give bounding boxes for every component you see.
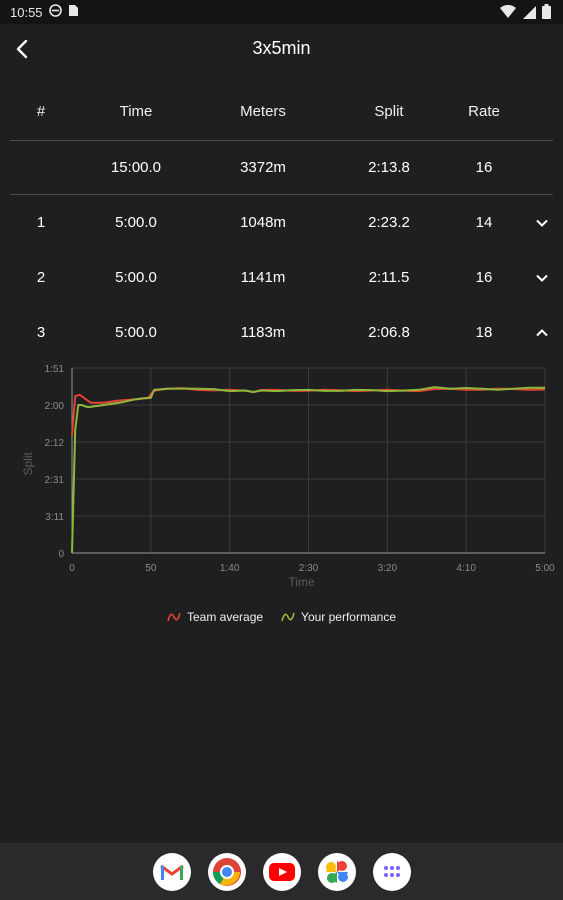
x-axis-title: Time	[289, 575, 316, 589]
x-tick-label: 50	[145, 563, 157, 574]
y-tick-label: 0	[58, 549, 64, 560]
bottom-dock	[0, 843, 563, 900]
summary-rate: 16	[475, 159, 493, 176]
chevron-up-icon	[536, 329, 548, 337]
gmail-icon[interactable]	[152, 853, 191, 891]
y-tick-label: 2:00	[45, 401, 65, 412]
battery-icon	[542, 4, 551, 22]
x-tick-label: 2:30	[299, 563, 319, 574]
series-line-your-performance	[71, 386, 546, 554]
legend-team-icon	[167, 612, 181, 622]
legend-team-label: Team average	[187, 610, 264, 624]
x-tick-label: 0	[69, 563, 75, 574]
y-tick-label: 2:31	[45, 475, 65, 486]
chrome-icon[interactable]	[207, 853, 246, 891]
interval-time: 5:00.0	[115, 269, 157, 286]
back-button[interactable]	[10, 36, 36, 62]
chevron-down-icon	[536, 219, 548, 227]
header-time: Time	[119, 103, 153, 120]
photos-icon[interactable]	[317, 853, 356, 891]
interval-row-1[interactable]: 1 5:00.0 1048m 2:23.2 14	[10, 195, 553, 250]
header-num: #	[36, 103, 46, 120]
interval-split: 2:06.8	[368, 324, 410, 341]
interval-time: 5:00.0	[115, 324, 157, 341]
table-header: # Time Meters Split Rate	[10, 84, 553, 139]
legend-you-label: Your performance	[301, 610, 396, 624]
legend-team: Team average	[167, 610, 263, 624]
x-tick-label: 5:00	[535, 563, 555, 574]
summary-num	[10, 140, 72, 195]
app-bar: 3x5min	[0, 24, 563, 76]
y-axis-title: Split	[21, 451, 35, 475]
chevron-down-icon	[536, 274, 548, 282]
interval-split: 2:11.5	[368, 269, 410, 286]
interval-num: 3	[36, 324, 46, 341]
vpn-icon	[48, 4, 62, 20]
interval-row-3[interactable]: 3 5:00.0 1183m 2:06.8 18	[10, 305, 553, 360]
header-rate: Rate	[468, 103, 500, 120]
interval-meters: 1183m	[240, 324, 286, 341]
chart-legend: Team average Your performance	[0, 610, 563, 624]
legend-you-icon	[281, 612, 295, 622]
page-title: 3x5min	[252, 38, 311, 58]
expand-button[interactable]	[531, 195, 553, 250]
split-chart-svg: 0 50 1:40 2:30 3:20 4:10 5:00 1:51 2:00 2:12 2:31 3…	[21, 364, 555, 589]
summary-time: 15:00.0	[110, 159, 162, 176]
x-tick-label: 1:40	[220, 563, 240, 574]
interval-num: 2	[36, 269, 46, 286]
y-tick-label: 3:11	[45, 512, 64, 523]
y-tick-label: 1:51	[45, 364, 65, 375]
signal-icon	[522, 5, 536, 22]
interval-rate: 18	[475, 324, 493, 341]
expand-button[interactable]	[531, 250, 553, 305]
divider	[10, 140, 553, 141]
status-bar: 10:55	[0, 0, 563, 24]
header-split: Split	[374, 103, 404, 120]
legend-you: Your performance	[281, 610, 396, 624]
y-tick-label: 2:12	[45, 438, 65, 449]
interval-split: 2:23.2	[368, 214, 410, 231]
interval-meters: 1048m	[240, 214, 286, 231]
interval-row-2[interactable]: 2 5:00.0 1141m 2:11.5 16	[10, 250, 553, 305]
x-tick-label: 3:20	[378, 563, 398, 574]
interval-time: 5:00.0	[115, 214, 157, 231]
split-chart: 0 50 1:40 2:30 3:20 4:10 5:00 1:51 2:00 2:12 2:31 3…	[0, 360, 563, 640]
interval-meters: 1141m	[240, 269, 286, 286]
apps-grid-icon[interactable]	[372, 853, 411, 891]
sim-card-icon	[68, 4, 79, 20]
interval-num: 1	[36, 214, 46, 231]
summary-split: 2:13.8	[368, 159, 410, 176]
youtube-icon[interactable]	[262, 853, 301, 891]
wifi-icon	[500, 4, 516, 22]
summary-meters: 3372m	[240, 159, 286, 176]
summary-row: 15:00.0 3372m 2:13.8 16	[10, 140, 553, 195]
interval-rate: 14	[475, 214, 493, 231]
x-tick-label: 4:10	[456, 563, 476, 574]
divider	[10, 194, 553, 195]
interval-rate: 16	[475, 269, 493, 286]
header-meters: Meters	[240, 103, 286, 120]
collapse-button[interactable]	[531, 305, 553, 360]
status-time: 10:55	[10, 4, 43, 20]
back-arrow-icon	[16, 39, 28, 59]
